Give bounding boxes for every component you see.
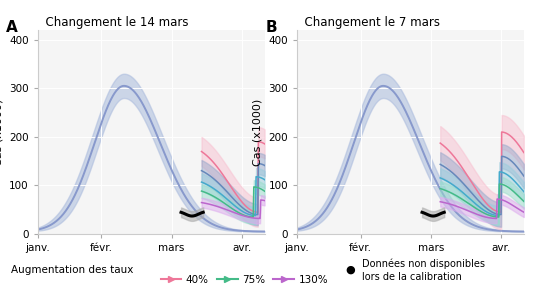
Y-axis label: Cas (x1000): Cas (x1000)	[0, 98, 4, 166]
Text: Changement le 7 mars: Changement le 7 mars	[297, 16, 440, 29]
Y-axis label: Cas (x1000): Cas (x1000)	[253, 98, 263, 166]
Text: B: B	[265, 20, 277, 35]
Text: Changement le 14 mars: Changement le 14 mars	[38, 16, 188, 29]
Legend: 40%, 75%, 130%: 40%, 75%, 130%	[157, 271, 332, 289]
Text: Données non disponibles
lors de la calibration: Données non disponibles lors de la calib…	[362, 258, 485, 282]
Text: Augmentation des taux: Augmentation des taux	[11, 265, 133, 275]
Text: ●: ●	[346, 265, 355, 275]
Text: A: A	[6, 20, 18, 35]
